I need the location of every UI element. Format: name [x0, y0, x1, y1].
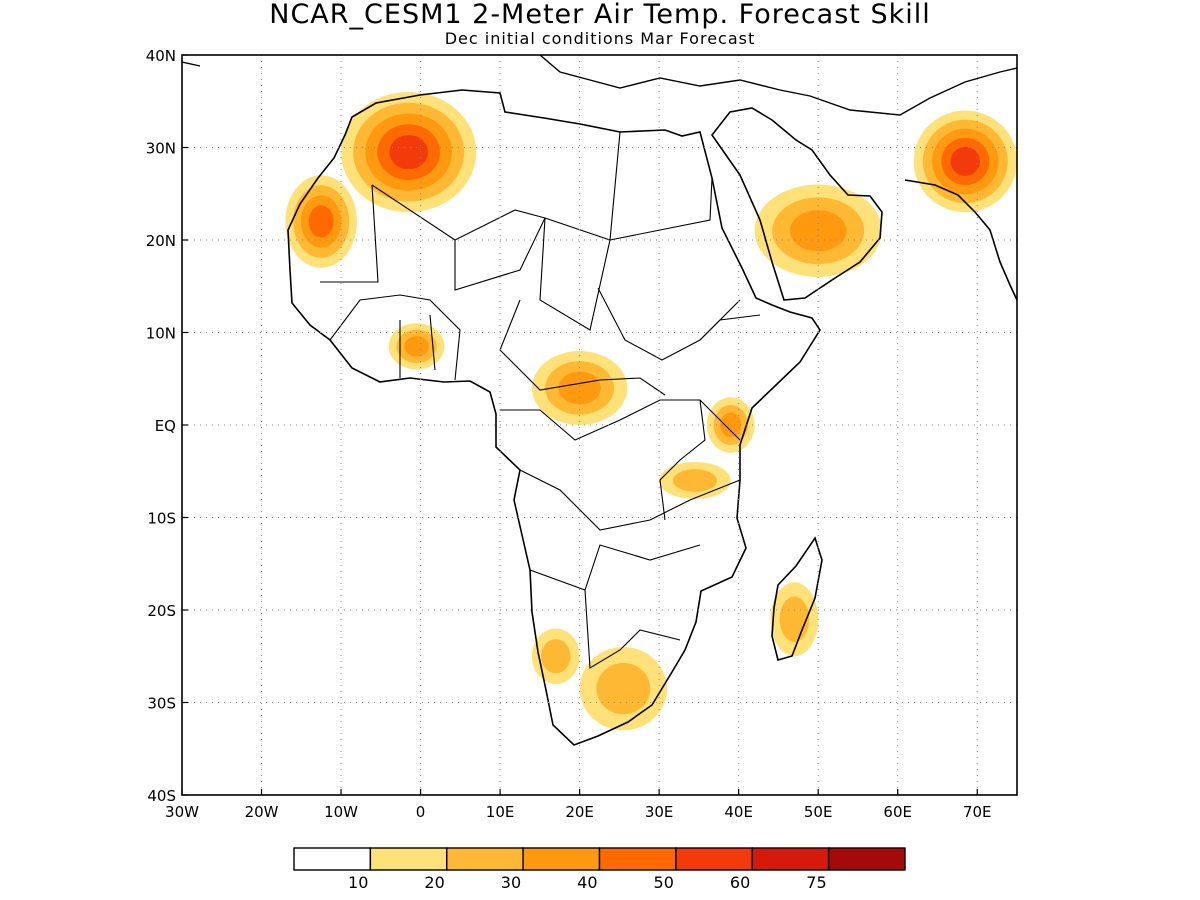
colorbar-label-4: 50	[654, 873, 674, 892]
skill-region-9-level-2	[596, 663, 651, 715]
skill-region-8-level-2	[779, 596, 810, 643]
skill-region-2-level-5	[950, 146, 981, 176]
colorbar-label-0: 10	[348, 873, 368, 892]
madagascar-coastline	[771, 536, 823, 661]
skill-region-1-level-4	[308, 205, 334, 238]
lon-tick-label-2: 10W	[324, 803, 358, 821]
country-borders	[320, 131, 761, 669]
lat-tick-label-0: 40N	[146, 47, 176, 65]
skill-region-4-level-3	[404, 336, 429, 357]
africa-coastline	[287, 89, 821, 746]
lat-tick-label-2: 20N	[146, 232, 176, 250]
lon-tick-label-5: 20E	[565, 803, 594, 821]
skill-region-3-level-3	[789, 210, 847, 252]
colorbar-bin-2	[446, 847, 524, 871]
latitude-axis: 40N 30N 20N 10N EQ 10S 20S 30S 40S	[146, 47, 188, 805]
colorbar-bin-1	[369, 847, 448, 871]
colorbar-bin-0	[293, 847, 372, 871]
india-coastline	[904, 179, 1017, 301]
colorbar-bin-5	[675, 847, 753, 871]
lon-tick-label-8: 50E	[804, 803, 833, 821]
skill-shading	[285, 92, 1017, 731]
lon-tick-label-0: 30W	[165, 803, 199, 821]
lon-tick-label-4: 10E	[486, 803, 515, 821]
lon-tick-label-1: 20W	[245, 803, 279, 821]
skill-region-6-level-3	[720, 412, 742, 438]
skill-region-0-level-5	[389, 134, 428, 170]
colorbar-label-2: 30	[501, 873, 521, 892]
skill-region-7-level-2	[672, 469, 717, 492]
colorbar-label-5: 60	[730, 873, 750, 892]
skill-region-5-level-3	[558, 371, 601, 405]
lat-tick-label-3: 10N	[146, 325, 176, 343]
lat-tick-label-6: 20S	[147, 602, 176, 620]
colorbar-label-3: 40	[577, 873, 597, 892]
map-frame	[181, 54, 1018, 796]
colorbar-bin-4	[598, 847, 677, 871]
colorbar-label-6: 75	[806, 873, 826, 892]
colorbar: 10 20 30 40 50 60 75	[293, 847, 906, 892]
lon-tick-label-3: 0	[416, 803, 426, 821]
lat-tick-label-8: 40S	[147, 787, 176, 805]
colorbar-bin-7	[827, 847, 906, 871]
lat-tick-label-7: 30S	[147, 695, 176, 713]
mediterranean-coastline	[182, 55, 1017, 116]
lon-tick-label-9: 60E	[883, 803, 912, 821]
chart-title: NCAR_CESM1 2-Meter Air Temp. Forecast Sk…	[269, 0, 930, 30]
arabia-coastline	[711, 107, 883, 301]
lat-tick-label-4: EQ	[155, 417, 176, 435]
skill-region-10-level-2	[541, 639, 571, 674]
longitude-axis: 30W 20W 10W 0 10E 20E 30E 40E 50E 60E 70E	[165, 789, 992, 821]
colorbar-bin-3	[522, 847, 601, 871]
colorbar-label-1: 20	[424, 873, 444, 892]
colorbar-bin-6	[751, 847, 830, 871]
lat-tick-label-1: 30N	[146, 140, 176, 158]
lon-tick-label-6: 30E	[645, 803, 674, 821]
lon-tick-label-7: 40E	[724, 803, 753, 821]
lat-tick-label-5: 10S	[147, 510, 176, 528]
lon-tick-label-10: 70E	[963, 803, 992, 821]
coastline	[182, 55, 1017, 746]
chart-subtitle: Dec initial conditions Mar Forecast	[445, 29, 756, 48]
